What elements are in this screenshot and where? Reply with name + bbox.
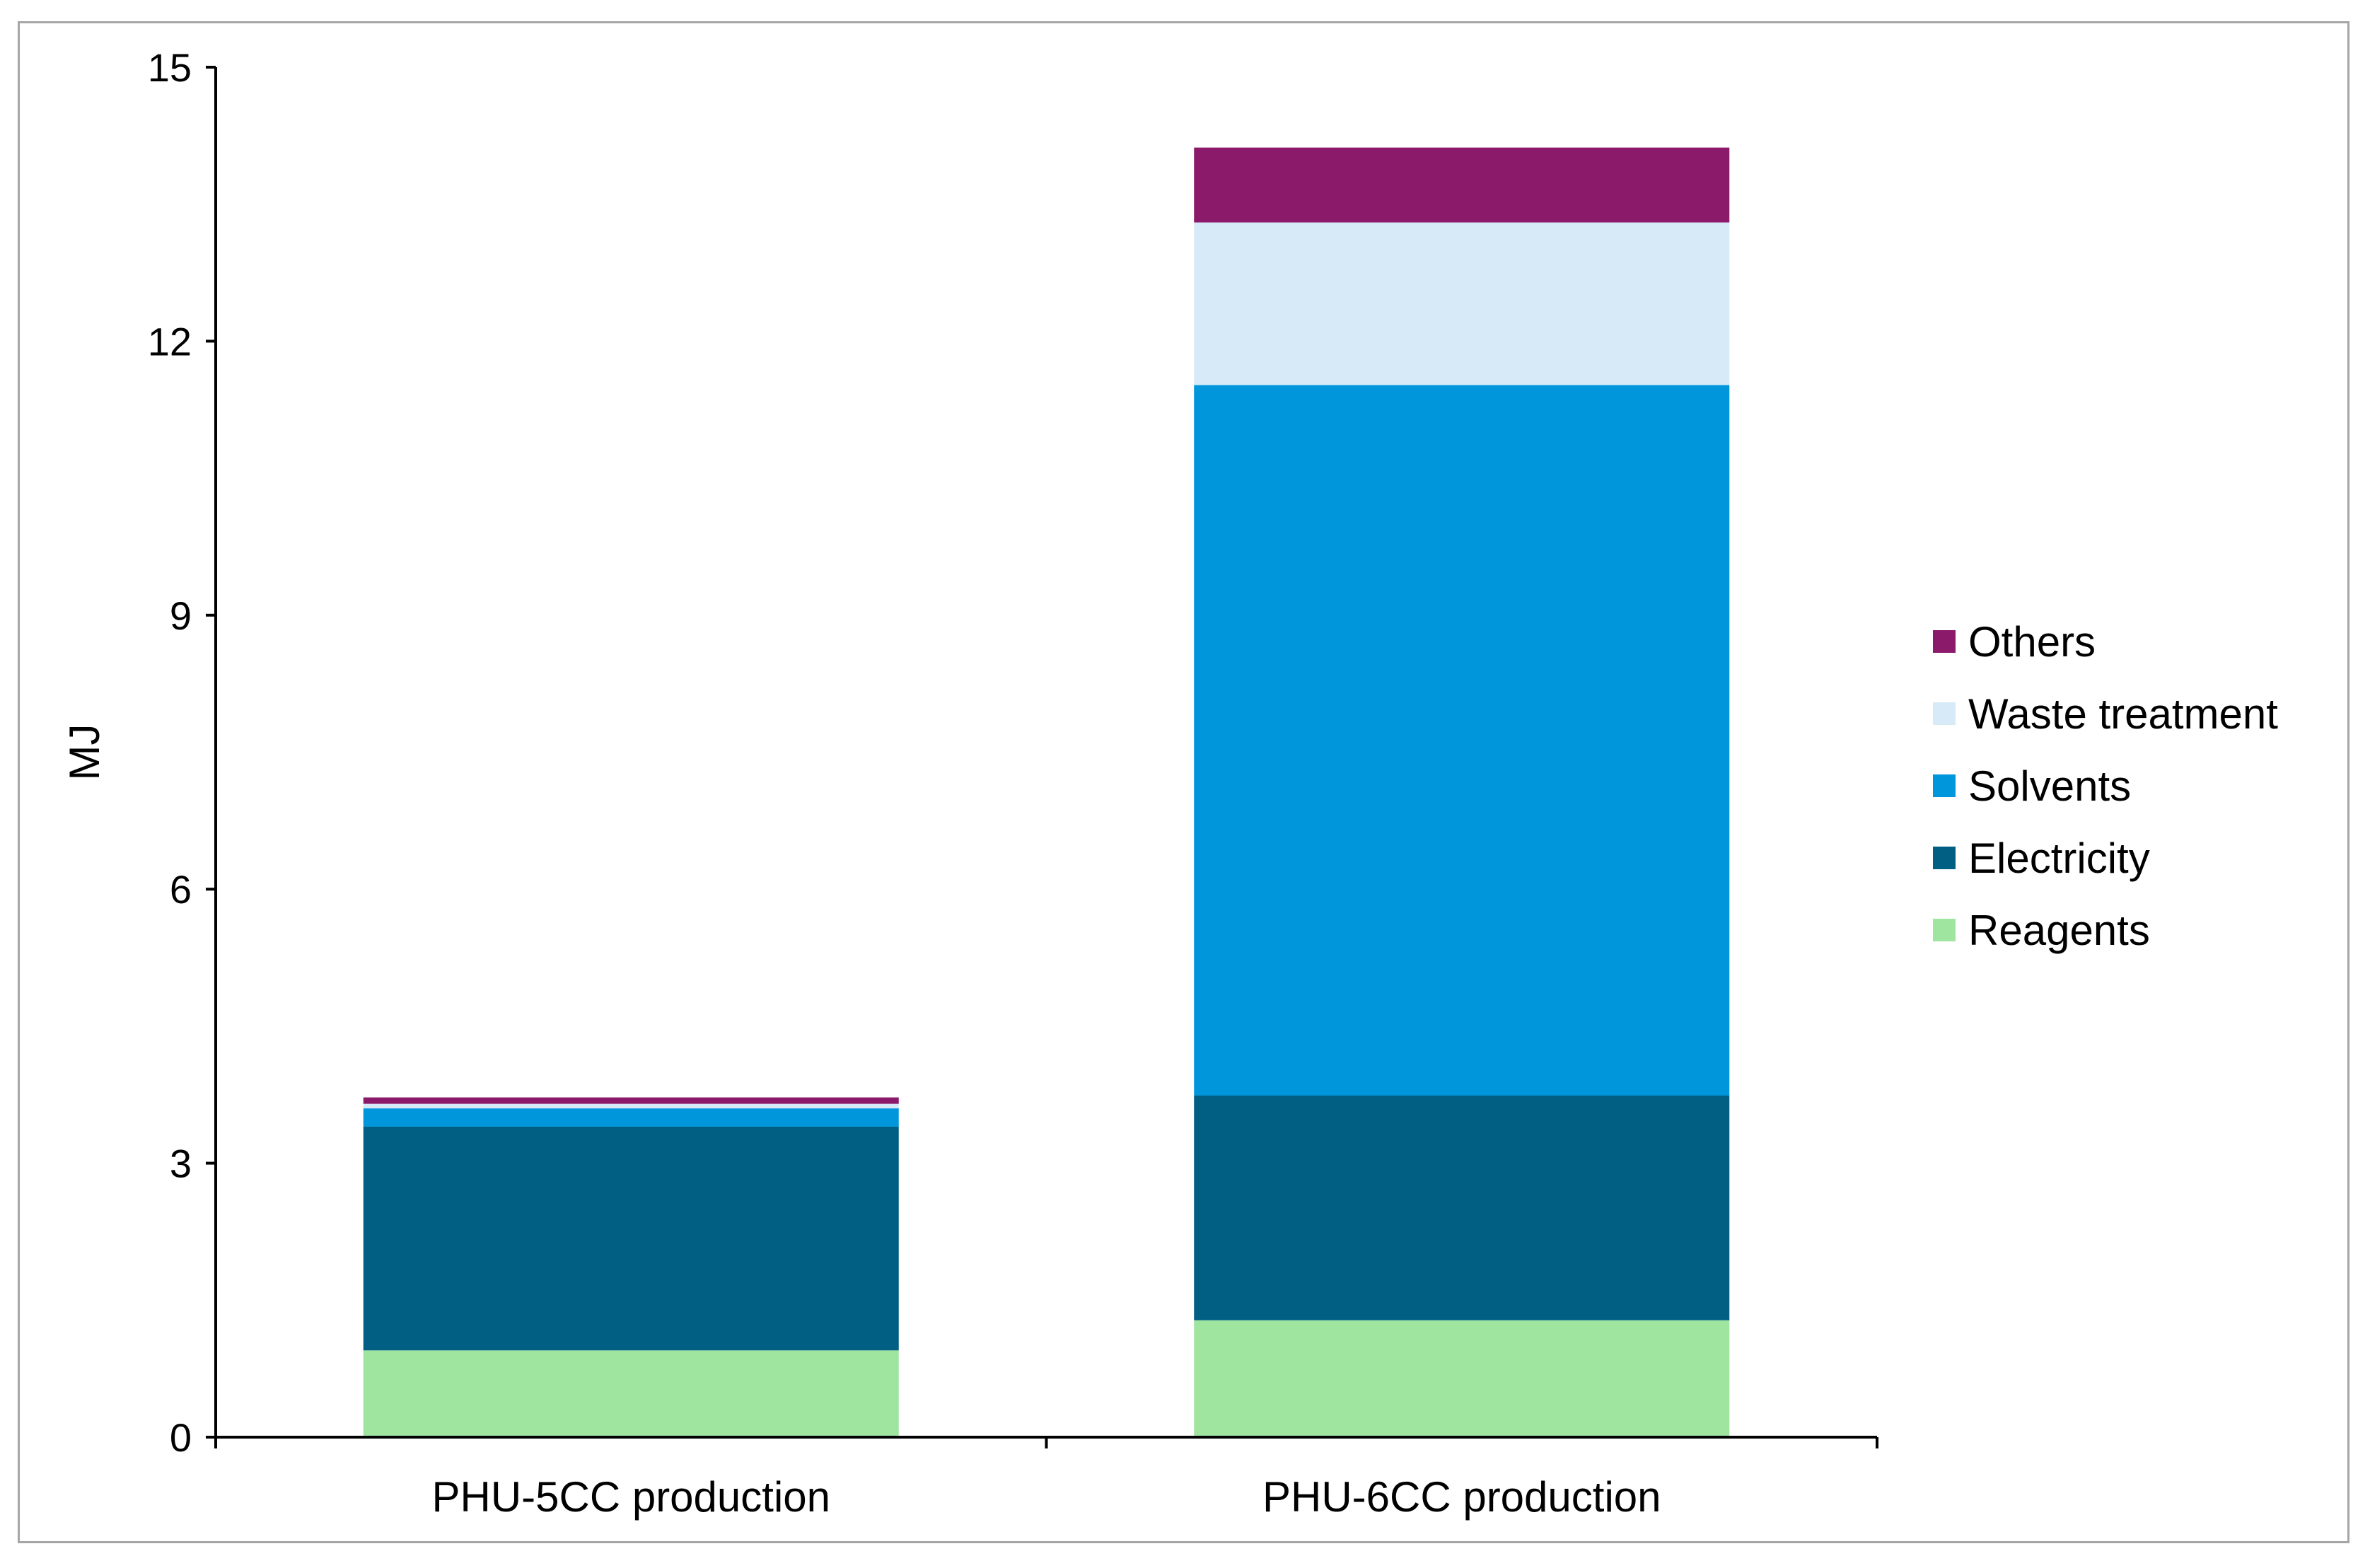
legend-swatch bbox=[1933, 919, 1956, 941]
y-tick-label: 0 bbox=[170, 1415, 192, 1460]
bar-segment-reagents bbox=[363, 1350, 899, 1437]
legend-label: Reagents bbox=[1968, 907, 2150, 954]
legend: Others Waste treatment Solvents Electricity… bbox=[1933, 618, 2278, 954]
x-tick-label: PHU-5CC production bbox=[431, 1473, 830, 1521]
stacked-bar-chart: 0 3 6 9 12 15 PHU-5CC production PHU-6CC produ… bbox=[61, 45, 2278, 1521]
y-tick-label: 9 bbox=[170, 593, 192, 638]
y-axis-label: MJ bbox=[61, 724, 108, 781]
bars-layer bbox=[363, 147, 1730, 1437]
bar-segment-solvents bbox=[363, 1108, 899, 1127]
x-ticks: PHU-5CC production PHU-6CC production bbox=[214, 1437, 1878, 1521]
legend-label: Waste treatment bbox=[1968, 690, 2278, 738]
legend-swatch bbox=[1933, 847, 1956, 869]
bar-segment-waste-treatment bbox=[363, 1103, 899, 1109]
y-ticks: 0 3 6 9 12 15 bbox=[148, 45, 216, 1460]
legend-swatch bbox=[1933, 630, 1956, 653]
bar-segment-reagents bbox=[1194, 1320, 1730, 1437]
legend-label: Solvents bbox=[1968, 762, 2131, 810]
y-tick-label: 6 bbox=[170, 867, 192, 912]
y-tick-label: 12 bbox=[148, 319, 192, 364]
bar-segment-solvents bbox=[1194, 385, 1730, 1096]
legend-swatch bbox=[1933, 774, 1956, 797]
legend-swatch bbox=[1933, 702, 1956, 725]
bar-segment-waste-treatment bbox=[1194, 222, 1730, 385]
bar-segment-electricity bbox=[363, 1126, 899, 1351]
y-tick-label: 3 bbox=[170, 1142, 192, 1186]
bar-segment-others bbox=[363, 1097, 899, 1104]
chart-frame: 0 3 6 9 12 15 PHU-5CC production PHU-6CC produ… bbox=[18, 21, 2349, 1543]
legend-label: Electricity bbox=[1968, 835, 2150, 882]
y-tick-label: 15 bbox=[148, 45, 192, 90]
legend-label: Others bbox=[1968, 618, 2096, 666]
bar-segment-others bbox=[1194, 147, 1730, 223]
bar-segment-electricity bbox=[1194, 1096, 1730, 1320]
x-tick-label: PHU-6CC production bbox=[1262, 1473, 1661, 1521]
